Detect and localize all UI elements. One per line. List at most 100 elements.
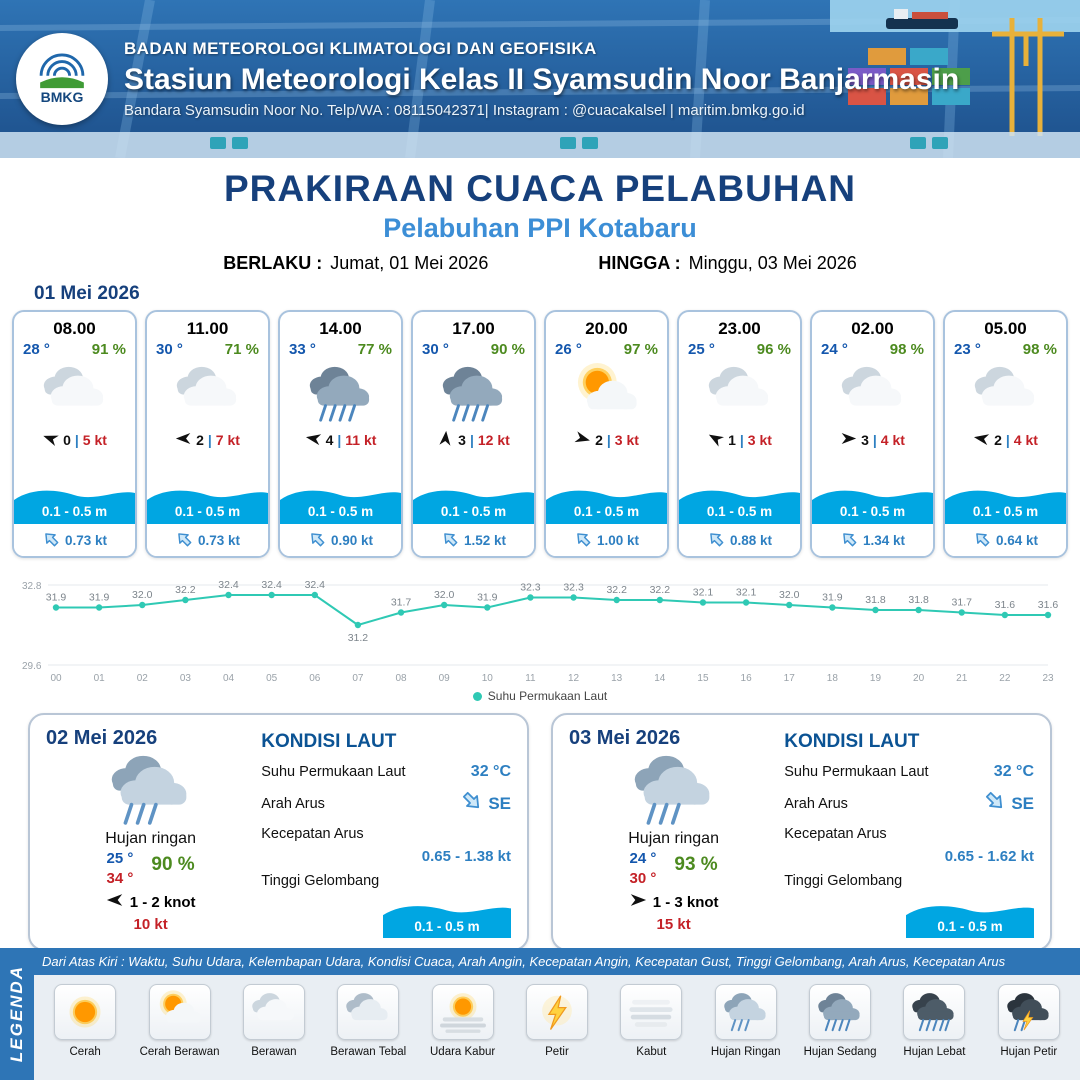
card-humidity: 98 % — [1022, 341, 1057, 358]
legend-item-label: Cerah Berawan — [139, 1046, 220, 1058]
daily-summary: 03 Mei 2026 Hujan ringan 24 ° 30 ° 93 % 1… — [569, 727, 778, 939]
card-humidity: 77 % — [357, 341, 392, 358]
daily-forecast-card: 02 Mei 2026 Hujan ringan 25 ° 34 ° 90 % 1… — [28, 713, 529, 951]
daily-condition: Hujan ringan — [105, 830, 196, 847]
legend-hujan-ringan-icon — [714, 984, 777, 1040]
svg-text:29.6: 29.6 — [22, 661, 42, 672]
svg-text:31.7: 31.7 — [952, 597, 973, 609]
wind-separator: | — [337, 432, 342, 448]
kecepatan-arus-label: Kecepatan Arus — [784, 826, 887, 842]
wind-gust: 4 kt — [1013, 432, 1038, 448]
wind-speed: 1 — [728, 432, 736, 448]
svg-text:20: 20 — [913, 673, 925, 684]
kecepatan-arus-value: 0.65 - 1.38 kt — [421, 848, 511, 865]
forecast-card: 05.00 23 ° 98 % 2 | 4 kt 0.1 - 0.5 m 0.64 k… — [943, 310, 1068, 558]
weather-berawan-icon — [33, 359, 117, 429]
bmkg-logo-label: BMKG — [40, 89, 84, 105]
contact-line: Bandara Syamsudin Noor No. Telp/WA : 081… — [124, 102, 805, 119]
legend-main: Dari Atas Kiri : Waktu, Suhu Udara, Kele… — [34, 948, 1080, 1080]
wind-direction-icon — [707, 430, 725, 450]
wind-gust: 3 kt — [747, 432, 772, 448]
wave-height-value: 0.1 - 0.5 m — [839, 504, 906, 519]
card-time: 17.00 — [452, 319, 495, 338]
svg-text:31.2: 31.2 — [348, 632, 369, 644]
weather-hujan-ringan-icon — [569, 750, 778, 830]
wave-height: 0.1 - 0.5 m — [812, 480, 933, 524]
svg-text:07: 07 — [352, 673, 364, 684]
legend-berawan-tebal-icon — [337, 984, 400, 1040]
svg-text:32.0: 32.0 — [434, 589, 455, 601]
daily-temp-humidity: 25 ° 34 ° 90 % — [46, 850, 255, 887]
current-row: 1.00 kt — [546, 524, 667, 556]
card-wind: 2 | 7 kt — [175, 430, 240, 450]
wave-height-value: 0.1 - 0.5 m — [41, 504, 108, 519]
berlaku-label: BERLAKU : — [223, 253, 323, 273]
legend-berawan-icon — [242, 984, 305, 1040]
card-wind: 2 | 4 kt — [973, 430, 1038, 450]
kecepatan-arus-label: Kecepatan Arus — [261, 826, 364, 842]
kondisi-laut: KONDISI LAUT Suhu Permukaan Laut 32 °C Ar… — [784, 727, 1034, 939]
svg-text:31.9: 31.9 — [822, 592, 843, 604]
current-direction-icon — [308, 530, 326, 551]
legend-hujan-lebat-icon — [903, 984, 966, 1040]
gelombang-value: 0.1 - 0.5 m — [414, 919, 480, 934]
legend-item: Hujan Sedang — [795, 984, 885, 1058]
wind-direction-icon — [973, 430, 990, 450]
svg-text:16: 16 — [741, 673, 753, 684]
wind-direction-icon — [305, 430, 322, 450]
daily-date: 03 Mei 2026 — [569, 727, 681, 749]
daily-wind: 1 - 2 knot — [46, 891, 255, 913]
card-temp: 23 ° — [954, 341, 981, 358]
kondisi-laut: KONDISI LAUT Suhu Permukaan Laut 32 °C Ar… — [261, 727, 511, 939]
card-temp-humidity: 26 ° 97 % — [546, 339, 667, 358]
legend-item: Berawan Tebal — [323, 984, 413, 1058]
legend-item: Udara Kabur — [418, 984, 508, 1058]
wave-height-value: 0.1 - 0.5 m — [440, 504, 507, 519]
legend-item: Berawan — [229, 984, 319, 1058]
forecast-card: 08.00 28 ° 91 % 0 | 5 kt 0.1 - 0.5 m 0.73 k… — [12, 310, 137, 558]
svg-text:18: 18 — [827, 673, 839, 684]
card-time: 02.00 — [851, 319, 894, 338]
sst-chart-section: 32.8 29.6 31.9 00 31.9 01 32.0 02 32.2 03 32.4 04 32… — [20, 568, 1060, 703]
wind-separator: | — [74, 432, 79, 448]
bmkg-emblem-icon — [39, 53, 85, 89]
weather-berawan-icon — [698, 359, 782, 429]
svg-text:32.3: 32.3 — [520, 582, 541, 594]
header-texts: BADAN METEOROLOGI KLIMATOLOGI DAN GEOFIS… — [124, 39, 959, 119]
current-direction-icon — [461, 790, 483, 817]
legend-item: Kabut — [606, 984, 696, 1058]
current-direction-icon — [840, 530, 858, 551]
sst-chart-legend: Suhu Permukaan Laut — [20, 689, 1060, 703]
wind-gust: 12 kt — [477, 432, 510, 448]
daily-humidity: 90 % — [151, 854, 195, 875]
daily-gust: 15 kt — [656, 916, 691, 933]
station-name: Stasiun Meteorologi Kelas II Syamsudin N… — [124, 63, 960, 96]
forecast-card: 14.00 33 ° 77 % 4 | 11 kt 0.1 - 0.5 m 0.90 … — [278, 310, 403, 558]
svg-text:31.7: 31.7 — [391, 597, 412, 609]
svg-text:31.6: 31.6 — [1038, 599, 1059, 611]
svg-text:14: 14 — [654, 673, 666, 684]
forecast-card: 11.00 30 ° 71 % 2 | 7 kt 0.1 - 0.5 m 0.73 k… — [145, 310, 270, 558]
sst-label: Suhu Permukaan Laut — [784, 764, 929, 780]
svg-text:32.0: 32.0 — [132, 589, 153, 601]
wave-height: 0.1 - 0.5 m — [147, 480, 268, 524]
svg-text:12: 12 — [568, 673, 580, 684]
card-temp-humidity: 24 ° 98 % — [812, 339, 933, 358]
wind-direction-icon — [175, 430, 192, 450]
legend-item-label: Hujan Sedang — [803, 1046, 877, 1058]
svg-text:10: 10 — [482, 673, 494, 684]
kondisi-laut-title: KONDISI LAUT — [261, 731, 397, 752]
legend-item: Hujan Petir — [984, 984, 1074, 1058]
current-direction-icon — [984, 790, 1006, 817]
svg-text:02: 02 — [137, 673, 149, 684]
weather-cerah-berawan-icon — [565, 359, 649, 429]
weather-hujan-sedang-icon — [432, 359, 516, 429]
wind-speed: 2 — [595, 432, 603, 448]
legend-side-bar: LEGENDA — [0, 948, 34, 1080]
wind-direction-icon — [42, 430, 59, 450]
current-row: 1.52 kt — [413, 524, 534, 556]
legend-cerah-icon — [54, 984, 117, 1040]
current-row: 0.88 kt — [679, 524, 800, 556]
hourly-cards: 08.00 28 ° 91 % 0 | 5 kt 0.1 - 0.5 m 0.73 k… — [0, 310, 1080, 558]
